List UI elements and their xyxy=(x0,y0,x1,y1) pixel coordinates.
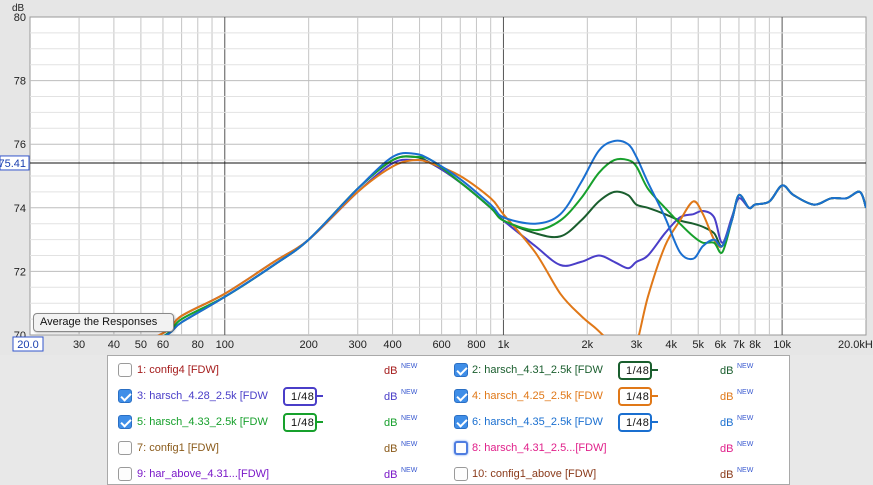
measurement-label[interactable]: 1: config4 [FDW] xyxy=(137,364,219,376)
x-tick-label: 400 xyxy=(383,339,401,351)
smoothing-box: 1/48 xyxy=(283,413,317,432)
measurement-checkbox[interactable] xyxy=(118,415,132,429)
db-offset-button[interactable]: dB xyxy=(720,417,734,429)
x-tick-label: 800 xyxy=(467,339,485,351)
y-axis-label: dB xyxy=(12,3,25,14)
measurement-checkbox[interactable] xyxy=(454,363,468,377)
measurement-checkbox[interactable] xyxy=(454,441,468,455)
x-tick-label: 300 xyxy=(349,339,367,351)
db-offset-button[interactable]: dB xyxy=(720,365,734,377)
x-tick-label: 8k xyxy=(749,339,761,351)
legend-panel: 1: config4 [FDW] dB NEW 2: harsch_4.31_2.5k… xyxy=(107,355,790,485)
db-offset-button[interactable]: dB xyxy=(384,443,398,455)
legend-row: 9: har_above_4.31...[FDW] dB NEW 10: config… xyxy=(108,462,791,485)
db-offset-button[interactable]: dB xyxy=(384,365,398,377)
legend-row: 3: harsch_4.28_2.5k [FDW 1/48 dB NEW 4: hars… xyxy=(108,384,791,410)
legend-row: 5: harsch_4.33_2.5k [FDW 1/48 dB NEW 6: hars… xyxy=(108,410,791,436)
new-tag: NEW xyxy=(401,389,418,396)
smoothing-label: 1/48 xyxy=(626,391,650,403)
smoothing-label: 1/48 xyxy=(626,417,650,429)
db-offset-button[interactable]: dB xyxy=(720,469,734,481)
db-offset-button[interactable]: dB xyxy=(384,417,398,429)
new-tag: NEW xyxy=(737,415,754,422)
measurement-label[interactable]: 4: harsch_4.25_2.5k [FDW xyxy=(472,390,603,402)
measurement-label[interactable]: 8: harsch_4.31_2.5...[FDW] xyxy=(472,442,607,454)
smoothing-box: 1/48 xyxy=(283,387,317,406)
x-tick-label: 10k xyxy=(773,339,791,351)
new-tag: NEW xyxy=(737,467,754,474)
x-tick-label: 2k xyxy=(582,339,594,351)
new-tag: NEW xyxy=(737,389,754,396)
smoothing-connector xyxy=(652,369,658,371)
measurement-label[interactable]: 3: harsch_4.28_2.5k [FDW xyxy=(137,390,268,402)
average-tooltip: Average the Responses xyxy=(33,313,174,332)
x-tick-label: 4k xyxy=(665,339,677,351)
smoothing-connector xyxy=(317,421,323,423)
smoothing-connector xyxy=(652,395,658,397)
y-tick-label: 80 xyxy=(14,12,26,24)
measurement-checkbox[interactable] xyxy=(118,389,132,403)
x-tick-label: 60 xyxy=(157,339,169,351)
new-tag: NEW xyxy=(737,363,754,370)
y-tick-label: 76 xyxy=(14,139,26,151)
x-start-box[interactable] xyxy=(12,336,44,352)
measurement-checkbox[interactable] xyxy=(454,415,468,429)
cursor-value-box[interactable] xyxy=(0,155,30,171)
smoothing-connector xyxy=(317,395,323,397)
db-offset-button[interactable]: dB xyxy=(384,469,398,481)
smoothing-connector xyxy=(652,421,658,423)
x-tick-label: 40 xyxy=(108,339,120,351)
smoothing-box: 1/48 xyxy=(618,413,652,432)
x-tick-label: 1k xyxy=(498,339,510,351)
legend-row: 1: config4 [FDW] dB NEW 2: harsch_4.31_2.5k… xyxy=(108,358,791,384)
x-tick-label: 80 xyxy=(192,339,204,351)
legend-row: 7: config1 [FDW] dB NEW 8: harsch_4.31_2.5.… xyxy=(108,436,791,462)
y-tick-label: 74 xyxy=(14,203,26,215)
smoothing-box: 1/48 xyxy=(618,387,652,406)
measurement-label[interactable]: 10: config1_above [FDW] xyxy=(472,468,597,480)
x-tick-label: 20.0kHz xyxy=(838,339,873,351)
smoothing-label: 1/48 xyxy=(291,391,315,403)
db-offset-button[interactable]: dB xyxy=(720,443,734,455)
x-tick-label: 6k xyxy=(714,339,726,351)
new-tag: NEW xyxy=(401,363,418,370)
new-tag: NEW xyxy=(401,467,418,474)
new-tag: NEW xyxy=(401,415,418,422)
x-tick-label: 600 xyxy=(432,339,450,351)
measurement-label[interactable]: 5: harsch_4.33_2.5k [FDW xyxy=(137,416,268,428)
measurement-checkbox[interactable] xyxy=(454,467,468,481)
y-tick-label: 72 xyxy=(14,266,26,278)
measurement-label[interactable]: 2: harsch_4.31_2.5k [FDW xyxy=(472,364,603,376)
smoothing-label: 1/48 xyxy=(626,365,650,377)
measurement-label[interactable]: 6: harsch_4.35_2.5k [FDW xyxy=(472,416,603,428)
smoothing-label: 1/48 xyxy=(291,417,315,429)
new-tag: NEW xyxy=(401,441,418,448)
x-tick-label: 3k xyxy=(631,339,643,351)
measurement-label[interactable]: 7: config1 [FDW] xyxy=(137,442,219,454)
smoothing-box: 1/48 xyxy=(618,361,652,380)
measurement-label[interactable]: 9: har_above_4.31...[FDW] xyxy=(137,468,270,480)
measurement-checkbox[interactable] xyxy=(454,389,468,403)
new-tag: NEW xyxy=(737,441,754,448)
x-tick-label: 20.0 xyxy=(17,339,38,351)
measurement-checkbox[interactable] xyxy=(118,467,132,481)
x-tick-label: 200 xyxy=(299,339,317,351)
measurement-checkbox[interactable] xyxy=(118,363,132,377)
x-tick-label: 7k xyxy=(733,339,745,351)
series-line-5 xyxy=(164,139,866,335)
x-tick-label: 5k xyxy=(692,339,704,351)
measurement-checkbox[interactable] xyxy=(118,441,132,455)
db-offset-button[interactable]: dB xyxy=(384,391,398,403)
x-tick-label: 100 xyxy=(216,339,234,351)
x-tick-label: 30 xyxy=(73,339,85,351)
y-tick-label: 78 xyxy=(14,76,26,88)
x-tick-label: 50 xyxy=(135,339,147,351)
cursor-value-label: 75.41 xyxy=(0,158,26,170)
db-offset-button[interactable]: dB xyxy=(720,391,734,403)
